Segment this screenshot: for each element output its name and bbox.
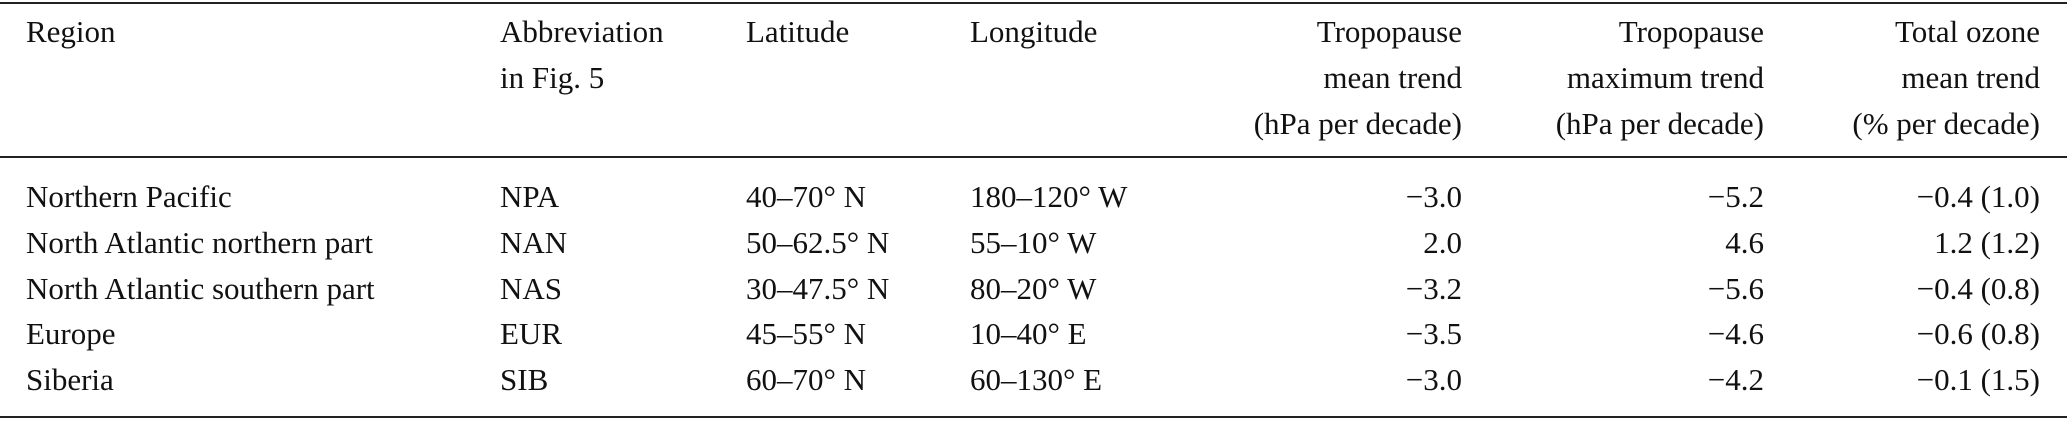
table-cell: −5.6 bbox=[1707, 270, 1764, 306]
column-header: (hPa per decade) bbox=[1555, 106, 1764, 141]
table-cell: −0.6 (0.8) bbox=[1916, 316, 2040, 352]
column-header: Latitude bbox=[746, 14, 850, 49]
table-cell: −3.0 bbox=[1405, 362, 1462, 398]
table-cell: EUR bbox=[500, 316, 562, 352]
column-header: Tropopause bbox=[1618, 14, 1764, 49]
table-cell: North Atlantic southern part bbox=[26, 270, 375, 306]
table-cell: Northern Pacific bbox=[26, 179, 232, 214]
column-header: Abbreviation bbox=[500, 14, 664, 49]
table-cell: 10–40° E bbox=[970, 316, 1087, 352]
table-cell: −0.4 (0.8) bbox=[1916, 270, 2040, 306]
table-cell: 80–20° W bbox=[970, 270, 1097, 306]
table-cell: 180–120° W bbox=[970, 179, 1128, 214]
table-cell: SIB bbox=[500, 362, 549, 398]
table-cell: 60–70° N bbox=[746, 362, 867, 398]
table-cell: 30–47.5° N bbox=[746, 270, 890, 306]
mid-rule bbox=[0, 156, 2067, 158]
table-cell: 40–70° N bbox=[746, 179, 867, 214]
column-header: Total ozone bbox=[1894, 14, 2040, 49]
table-cell: 50–62.5° N bbox=[746, 224, 890, 260]
table-cell: North Atlantic northern part bbox=[26, 224, 373, 260]
top-rule bbox=[0, 2, 2067, 4]
table-cell: −5.2 bbox=[1707, 179, 1764, 214]
table-cell: −3.2 bbox=[1405, 270, 1462, 306]
table-cell: 2.0 bbox=[1423, 224, 1462, 260]
column-header: in Fig. 5 bbox=[500, 60, 605, 95]
column-header: (% per decade) bbox=[1852, 106, 2040, 141]
table-cell: 60–130° E bbox=[970, 362, 1103, 398]
table-cell: −4.2 bbox=[1707, 362, 1764, 398]
column-header: Longitude bbox=[970, 14, 1098, 49]
column-header: mean trend bbox=[1323, 60, 1462, 95]
table-cell: NAS bbox=[500, 270, 563, 306]
table-cell: 1.2 (1.2) bbox=[1934, 224, 2040, 260]
table-cell: 45–55° N bbox=[746, 316, 867, 352]
column-header: maximum trend bbox=[1566, 60, 1764, 95]
column-header: Region bbox=[26, 14, 116, 49]
bottom-rule bbox=[0, 416, 2067, 418]
column-header: (hPa per decade) bbox=[1253, 106, 1462, 141]
table-cell: 55–10° W bbox=[970, 224, 1097, 260]
table-cell: −4.6 bbox=[1707, 316, 1764, 352]
table-cell: Europe bbox=[26, 316, 116, 352]
table-cell: NAN bbox=[500, 224, 568, 260]
table-cell: −0.1 (1.5) bbox=[1916, 362, 2040, 398]
table-cell: −3.0 bbox=[1405, 179, 1462, 214]
table-cell: −0.4 (1.0) bbox=[1916, 179, 2040, 214]
table-cell: 4.6 bbox=[1725, 224, 1764, 260]
table-cell: Siberia bbox=[26, 362, 114, 398]
column-header: Tropopause bbox=[1316, 14, 1462, 49]
table-cell: −3.5 bbox=[1405, 316, 1462, 352]
table-cell: NPA bbox=[500, 179, 560, 214]
column-header: mean trend bbox=[1901, 60, 2040, 95]
